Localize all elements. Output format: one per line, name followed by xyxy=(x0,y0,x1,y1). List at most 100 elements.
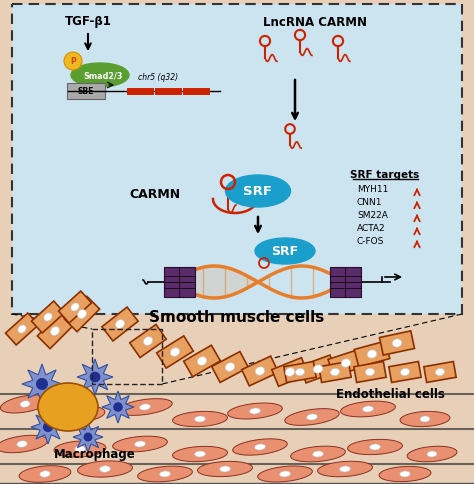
Ellipse shape xyxy=(427,451,437,457)
Ellipse shape xyxy=(75,411,85,417)
Text: P: P xyxy=(70,58,76,66)
Ellipse shape xyxy=(135,441,146,447)
Polygon shape xyxy=(77,359,113,395)
Ellipse shape xyxy=(18,325,26,333)
Ellipse shape xyxy=(20,401,30,408)
Ellipse shape xyxy=(255,444,265,450)
Polygon shape xyxy=(400,411,450,427)
Text: Smad2/3: Smad2/3 xyxy=(83,71,123,80)
Polygon shape xyxy=(22,364,62,404)
Polygon shape xyxy=(102,307,138,341)
Polygon shape xyxy=(118,399,172,415)
Polygon shape xyxy=(102,391,134,423)
Text: CNN1: CNN1 xyxy=(357,198,383,207)
Polygon shape xyxy=(183,346,220,377)
Polygon shape xyxy=(173,411,228,427)
Text: SRF: SRF xyxy=(244,185,273,198)
Polygon shape xyxy=(328,350,364,377)
Ellipse shape xyxy=(363,406,374,412)
FancyBboxPatch shape xyxy=(179,268,195,297)
Polygon shape xyxy=(130,325,166,358)
Ellipse shape xyxy=(392,339,402,348)
Text: TGF-β1: TGF-β1 xyxy=(64,15,111,29)
Text: chr5 (q32): chr5 (q32) xyxy=(138,74,178,82)
Ellipse shape xyxy=(160,471,171,477)
Ellipse shape xyxy=(341,359,351,367)
Polygon shape xyxy=(137,466,192,482)
Circle shape xyxy=(64,53,82,71)
Ellipse shape xyxy=(170,348,180,357)
Polygon shape xyxy=(258,466,312,482)
Polygon shape xyxy=(78,461,132,477)
Text: SRF targets: SRF targets xyxy=(350,170,419,180)
Polygon shape xyxy=(73,422,103,452)
Polygon shape xyxy=(347,439,402,454)
Ellipse shape xyxy=(280,471,291,477)
Ellipse shape xyxy=(197,357,207,365)
Text: SRF: SRF xyxy=(272,245,299,258)
Polygon shape xyxy=(37,314,73,349)
Ellipse shape xyxy=(225,363,235,371)
Polygon shape xyxy=(64,297,100,332)
Circle shape xyxy=(43,422,53,432)
Ellipse shape xyxy=(401,369,410,376)
Polygon shape xyxy=(319,362,351,383)
Ellipse shape xyxy=(295,369,304,376)
Text: LncRNA CARMN: LncRNA CARMN xyxy=(263,15,367,29)
Polygon shape xyxy=(113,436,167,452)
Polygon shape xyxy=(0,395,50,413)
Ellipse shape xyxy=(370,444,381,450)
Text: C-FOS: C-FOS xyxy=(357,237,384,246)
Text: Macrophage: Macrophage xyxy=(54,448,136,461)
Ellipse shape xyxy=(75,446,85,452)
Ellipse shape xyxy=(78,310,86,319)
Ellipse shape xyxy=(116,320,125,329)
Polygon shape xyxy=(242,356,278,386)
Polygon shape xyxy=(228,403,283,419)
Ellipse shape xyxy=(194,451,206,457)
Polygon shape xyxy=(424,362,456,383)
Ellipse shape xyxy=(51,327,59,336)
Polygon shape xyxy=(0,436,48,453)
Polygon shape xyxy=(291,446,346,462)
Ellipse shape xyxy=(71,303,79,311)
Ellipse shape xyxy=(71,64,129,88)
Text: SM22A: SM22A xyxy=(357,211,388,220)
FancyBboxPatch shape xyxy=(12,5,462,314)
Ellipse shape xyxy=(307,414,318,420)
Ellipse shape xyxy=(219,466,230,472)
Polygon shape xyxy=(6,313,38,345)
Polygon shape xyxy=(341,401,395,417)
Ellipse shape xyxy=(365,369,374,376)
Polygon shape xyxy=(198,461,253,477)
Ellipse shape xyxy=(330,369,339,376)
FancyBboxPatch shape xyxy=(345,268,361,297)
Ellipse shape xyxy=(400,471,410,477)
FancyBboxPatch shape xyxy=(330,268,346,297)
Polygon shape xyxy=(31,410,65,444)
Polygon shape xyxy=(354,362,386,383)
Ellipse shape xyxy=(313,365,323,373)
Circle shape xyxy=(90,372,100,383)
Polygon shape xyxy=(31,302,64,333)
Polygon shape xyxy=(407,446,457,462)
Text: Endothelial cells: Endothelial cells xyxy=(336,388,445,401)
Polygon shape xyxy=(233,439,287,455)
Ellipse shape xyxy=(100,466,110,472)
Ellipse shape xyxy=(38,383,98,431)
Ellipse shape xyxy=(255,367,264,376)
Ellipse shape xyxy=(255,239,315,264)
Polygon shape xyxy=(379,467,431,482)
Polygon shape xyxy=(173,446,228,462)
Ellipse shape xyxy=(17,441,27,447)
Polygon shape xyxy=(58,291,91,323)
Circle shape xyxy=(36,378,48,390)
Ellipse shape xyxy=(339,466,350,472)
Polygon shape xyxy=(354,341,390,367)
Ellipse shape xyxy=(194,416,206,422)
Polygon shape xyxy=(300,355,336,383)
FancyBboxPatch shape xyxy=(67,84,105,100)
Polygon shape xyxy=(212,352,248,383)
Text: SBE: SBE xyxy=(78,87,94,96)
Polygon shape xyxy=(380,331,415,355)
